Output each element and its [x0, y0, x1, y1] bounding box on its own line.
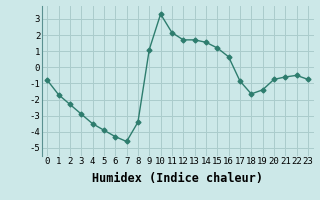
- X-axis label: Humidex (Indice chaleur): Humidex (Indice chaleur): [92, 172, 263, 185]
